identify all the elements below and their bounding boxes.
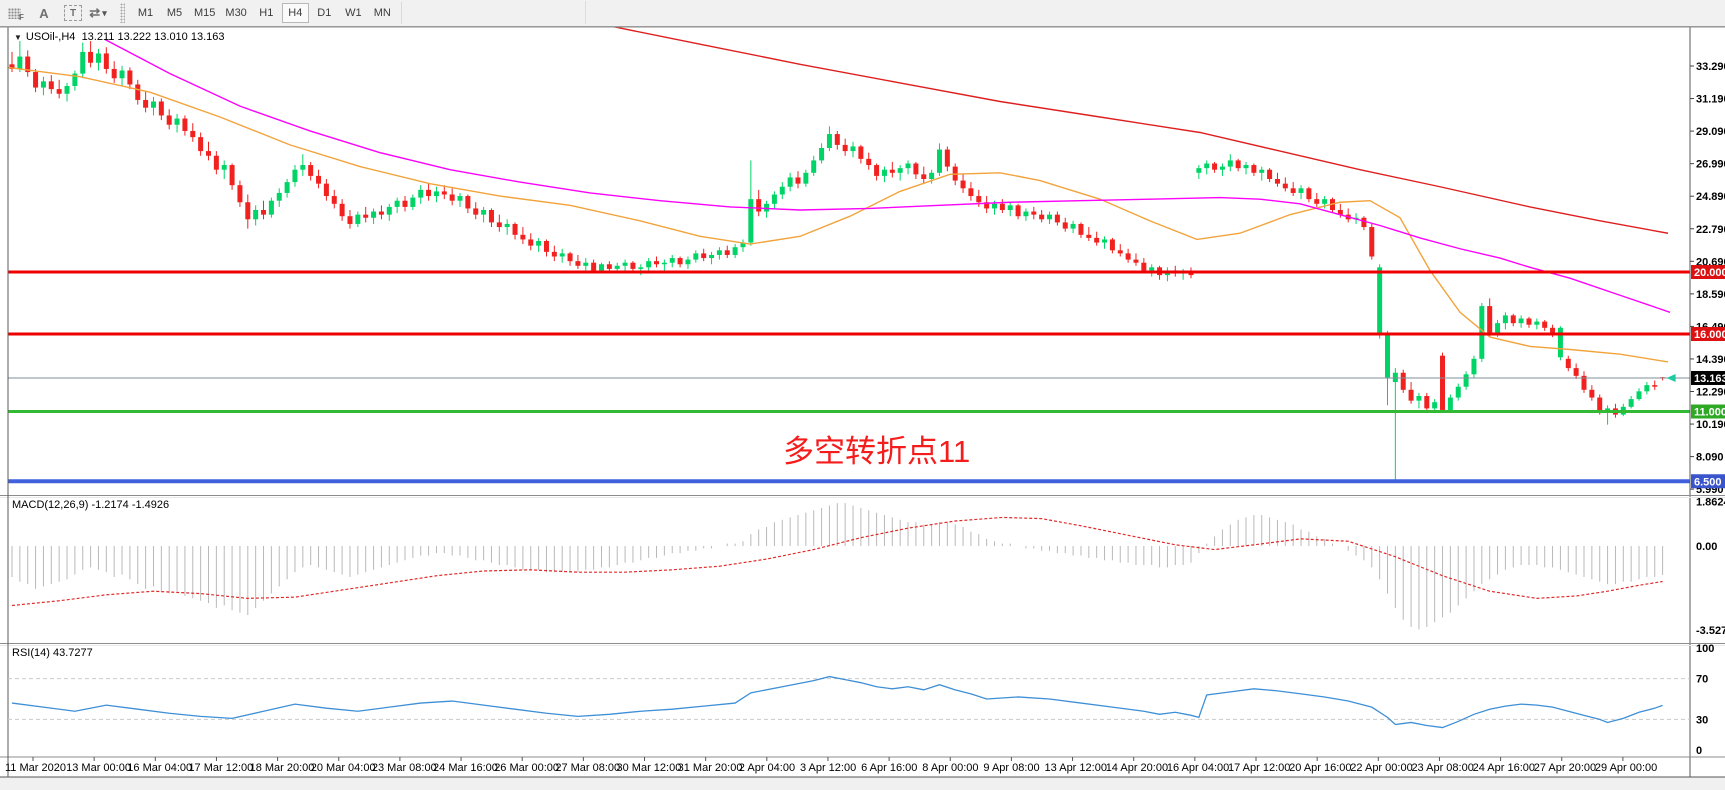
time-label: 23 Apr 08:00 [1411,762,1473,774]
time-label: 26 Mar 00:00 [494,762,559,774]
svg-text:20.000: 20.000 [1694,267,1725,279]
svg-text:70: 70 [1696,674,1708,686]
time-label: 3 Apr 12:00 [800,762,856,774]
chart-annotation-text: 多空转折点11 [783,434,971,469]
timeframe-mn-button[interactable]: MN [369,3,396,23]
time-label: 27 Mar 08:00 [555,762,620,774]
price-axis[interactable]: 33.29031.19029.09026.99024.89022.79020.6… [1690,61,1725,496]
svg-text:31.190: 31.190 [1696,94,1725,106]
svg-text:22.790: 22.790 [1696,224,1725,236]
time-label: 14 Apr 20:00 [1106,762,1168,774]
ohlc-values-label: 13.211 13.222 13.010 13.163 [81,31,225,43]
text-tool-icon[interactable]: T [64,5,82,21]
svg-text:13.163: 13.163 [1694,373,1725,385]
bottom-margin [0,777,1725,790]
chart-background [0,27,1725,777]
timeframe-m15-button[interactable]: M15 [190,3,219,23]
time-label: 20 Apr 16:00 [1289,762,1351,774]
time-label: 13 Mar 00:00 [66,762,131,774]
time-label: 29 Apr 00:00 [1595,762,1657,774]
time-label: 24 Mar 16:00 [433,762,498,774]
level-badge-11.000: 11.000 [1691,404,1725,419]
svg-text:26.990: 26.990 [1696,159,1725,171]
time-label: 17 Apr 12:00 [1228,762,1290,774]
timeframe-m1-button[interactable]: M1 [132,3,159,23]
time-label: 17 Mar 12:00 [188,762,253,774]
svg-text:10.190: 10.190 [1696,419,1725,431]
time-label: 11 Mar 2020 [5,762,66,774]
dropdown-caret-icon: ▾ [102,7,107,18]
time-label: 9 Apr 08:00 [983,762,1039,774]
current-price-badge: 13.163 [1691,370,1725,385]
time-label: 13 Apr 12:00 [1045,762,1107,774]
time-label: 16 Mar 04:00 [127,762,192,774]
macd-histogram [11,503,1664,630]
time-label: 27 Apr 20:00 [1534,762,1596,774]
svg-text:0.00: 0.00 [1696,541,1717,553]
macd-indicator-label: MACD(12,26,9) -1.2174 -1.4926 [12,499,170,511]
timeframe-bar: M1 M5 M15 M30 H1 H4 D1 W1 MN [131,3,397,23]
chart-title: ▼ USOil-,H4 13.211 13.222 13.010 13.163 [14,31,225,43]
svg-text:1.8624: 1.8624 [1696,497,1725,509]
time-label: 2 Apr 04:00 [739,762,795,774]
svg-text:33.290: 33.290 [1696,61,1725,73]
level-badge-20.000: 20.000 [1691,265,1725,279]
rsi-axis[interactable]: 100 70 30 0 [1696,643,1714,757]
time-label: 24 Apr 16:00 [1473,762,1535,774]
collapse-triangle-icon[interactable]: ▼ [14,33,22,42]
rsi-line [11,675,1663,729]
time-label: 18 Mar 20:00 [250,762,315,774]
time-label: 22 Apr 00:00 [1350,762,1412,774]
svg-text:29.090: 29.090 [1696,126,1725,138]
toolbar: F A T ⇄ ▾ M1 M5 M15 M30 H1 H4 D1 W1 MN [0,0,1725,27]
time-label: 23 Mar 08:00 [372,762,437,774]
ma-magenta-line [104,38,1671,313]
time-label: 16 Apr 04:00 [1167,762,1229,774]
svg-text:18.590: 18.590 [1696,289,1725,301]
ma-red-line [490,0,1669,234]
time-label: 31 Mar 20:00 [678,762,743,774]
svg-text:-3.5273: -3.5273 [1696,625,1725,637]
timeframe-m5-button[interactable]: M5 [161,3,188,23]
svg-text:24.890: 24.890 [1696,191,1725,203]
time-label: 6 Apr 16:00 [861,762,917,774]
level-badge-16.000: 16.000 [1691,327,1725,341]
time-label: 30 Mar 12:00 [617,762,682,774]
font-a-icon[interactable]: A [39,5,49,21]
svg-text:100: 100 [1696,643,1714,655]
ma-orange-line [7,66,1669,363]
current-price-arrow-icon [1666,373,1676,382]
macd-signal-line [11,516,1663,607]
time-label: 20 Mar 04:00 [311,762,376,774]
svg-text:14.390: 14.390 [1696,354,1725,366]
svg-text:6.500: 6.500 [1694,476,1722,488]
macd-axis[interactable]: 1.8624 0.00 -3.5273 [1696,497,1725,637]
level-badge-6.500: 6.500 [1691,474,1725,489]
toolbar-drag-handle[interactable] [120,3,125,23]
svg-text:30: 30 [1696,714,1708,726]
timeframe-d1-button[interactable]: D1 [311,3,338,23]
svg-text:8.090: 8.090 [1696,452,1724,464]
symbol-period-label: USOil-,H4 [25,31,76,43]
svg-text:11.000: 11.000 [1694,407,1725,419]
switch-arrows-icon[interactable]: ⇄ ▾ [89,5,107,20]
rsi-indicator-label: RSI(14) 43.7277 [12,647,93,659]
toolbar-divider [400,2,402,24]
svg-text:0: 0 [1696,745,1702,757]
timeframe-h4-button[interactable]: H4 [281,3,309,23]
toolbar-section-divider [585,1,586,24]
timeframe-w1-button[interactable]: W1 [340,3,367,23]
candlestick-series [9,41,1666,481]
dotted-grid-f-icon[interactable]: F [4,3,28,23]
time-label: 8 Apr 00:00 [922,762,978,774]
svg-text:16.000: 16.000 [1694,329,1725,341]
svg-text:12.290: 12.290 [1696,387,1725,399]
timeframe-m30-button[interactable]: M30 [221,3,250,23]
timeframe-h1-button[interactable]: H1 [253,3,280,23]
